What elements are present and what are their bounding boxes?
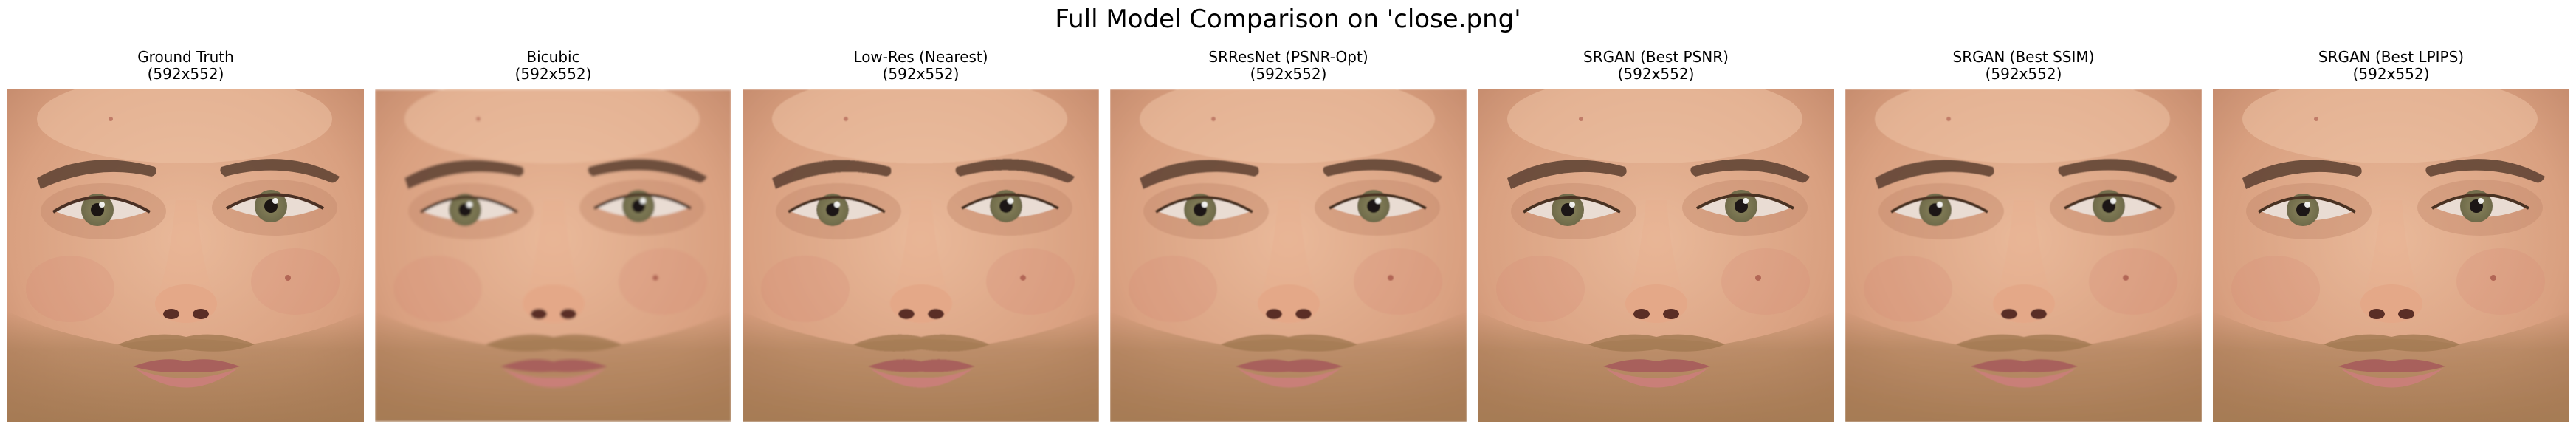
face-image [2213, 89, 2569, 422]
panel-size-label: (592x552) [1250, 65, 1327, 83]
panel-method-label: Ground Truth [137, 48, 234, 66]
panel-method-label: Bicubic [526, 48, 580, 66]
panel-title: SRResNet (PSNR-Opt) (592x552) [1110, 49, 1467, 83]
panel-method-label: SRResNet (PSNR-Opt) [1208, 48, 1368, 66]
panel-method-label: Low-Res (Nearest) [853, 48, 988, 66]
comparison-panel-3: Low-Res (Nearest) (592x552) [743, 49, 1099, 422]
panel-title: Ground Truth (592x552) [7, 49, 364, 83]
face-image [1845, 89, 2202, 422]
panel-title: SRGAN (Best PSNR) (592x552) [1478, 49, 1834, 83]
face-image [1478, 89, 1834, 422]
face-image [1110, 89, 1467, 422]
panel-title: Low-Res (Nearest) (592x552) [743, 49, 1099, 83]
comparison-panel-1: Ground Truth (592x552) [7, 49, 364, 422]
panel-title: Bicubic (592x552) [375, 49, 731, 83]
panel-size-label: (592x552) [2352, 65, 2430, 83]
panel-title: SRGAN (Best SSIM) (592x552) [1845, 49, 2202, 83]
panel-size-label: (592x552) [514, 65, 592, 83]
comparison-panel-4: SRResNet (PSNR-Opt) (592x552) [1110, 49, 1467, 422]
panel-size-label: (592x552) [1617, 65, 1695, 83]
panel-method-label: SRGAN (Best SSIM) [1952, 48, 2095, 66]
panel-size-label: (592x552) [882, 65, 960, 83]
figure-title: Full Model Comparison on 'close.png' [1055, 4, 1521, 34]
panel-title: SRGAN (Best LPIPS) (592x552) [2213, 49, 2569, 83]
panel-size-label: (592x552) [1985, 65, 2062, 83]
comparison-panel-6: SRGAN (Best SSIM) (592x552) [1845, 49, 2202, 422]
comparison-panel-7: SRGAN (Best LPIPS) (592x552) [2213, 49, 2569, 422]
panel-method-label: SRGAN (Best LPIPS) [2318, 48, 2465, 66]
panel-size-label: (592x552) [147, 65, 224, 83]
face-image [7, 89, 364, 422]
comparison-panel-2: Bicubic (592x552) [375, 49, 731, 422]
panel-method-label: SRGAN (Best PSNR) [1583, 48, 1729, 66]
face-image [375, 89, 731, 422]
face-image [743, 89, 1099, 422]
comparison-panel-5: SRGAN (Best PSNR) (592x552) [1478, 49, 1834, 422]
